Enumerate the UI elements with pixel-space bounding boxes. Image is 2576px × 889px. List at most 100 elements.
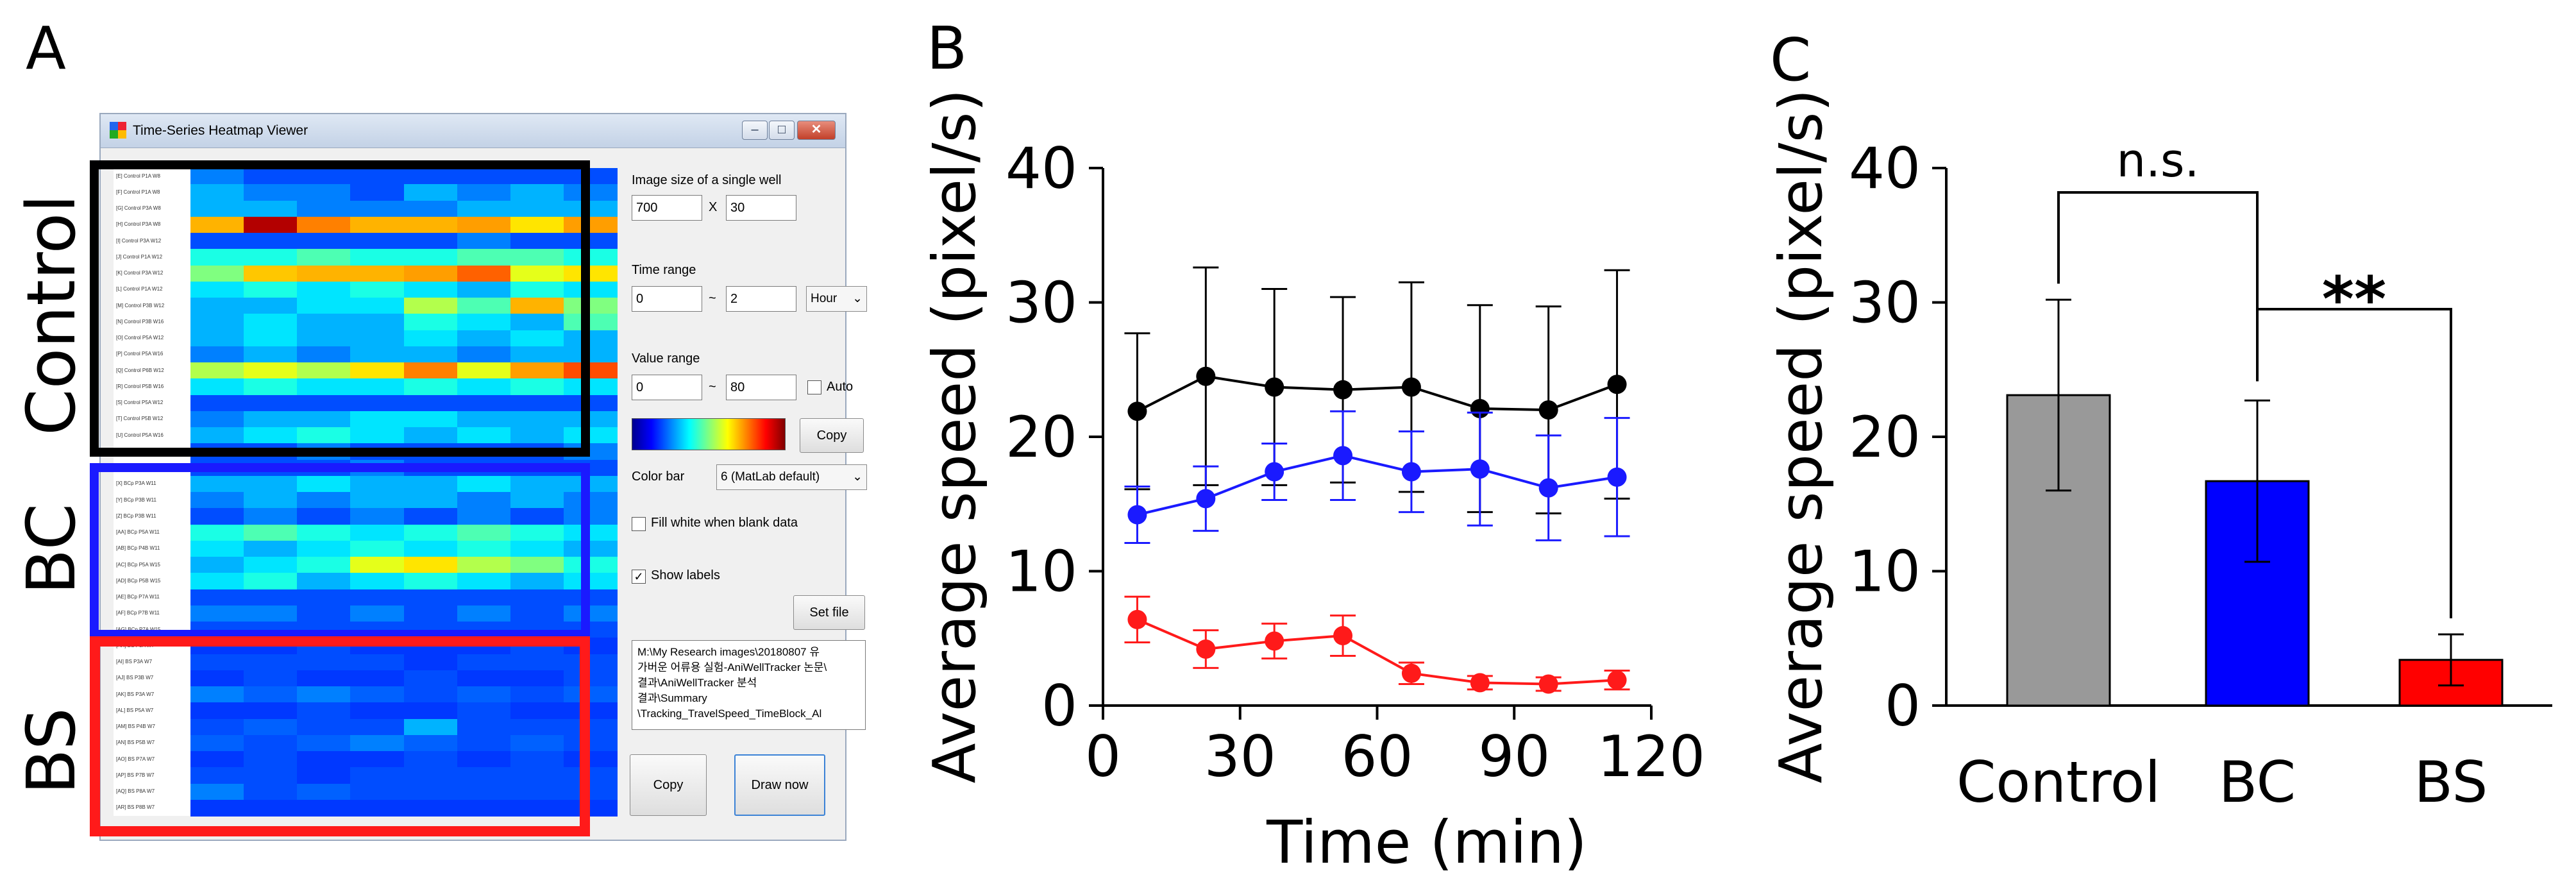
color-bar-label: Color bar [632,470,685,484]
heatmap-cell [510,718,564,736]
heatmap-cell [563,702,618,719]
heatmap-cell [563,233,618,250]
close-button[interactable]: ✕ [797,121,836,140]
time-unit-select[interactable]: Hour ⌄ [806,286,867,312]
x-tick-label: 0 [1085,724,1121,790]
data-point [1265,377,1284,397]
heatmap-cell [403,783,458,800]
image-width-input[interactable]: 700 [632,195,702,221]
heatmap-cell [403,573,458,589]
heatmap-row-label: [G] Control P3A W8 [116,205,161,212]
minimize-button[interactable]: – [742,121,768,140]
data-point [1196,639,1216,659]
value-to-input[interactable]: 80 [726,375,796,400]
copy-colorbar-button[interactable]: Copy [800,418,864,453]
heatmap-cell [563,265,618,282]
y-tick-label: 10 [1006,539,1077,605]
heatmap-row-label: [AI] BS P3A W7 [116,659,153,665]
heatmap-cell [297,298,351,314]
heatmap-cell [190,589,244,606]
heatmap-cell [457,200,511,217]
heatmap-cell [350,378,404,395]
heatmap-cell [403,589,458,606]
heatmap-cell [510,508,564,525]
heatmap-cell [457,540,511,557]
heatmap-cell [190,411,244,428]
heatmap-row-label: [AJ] BS P3B W7 [116,675,154,681]
heatmap-cell [190,265,244,282]
heatmap-cell [403,330,458,347]
data-point [1401,462,1421,482]
value-from-input[interactable]: 0 [632,375,702,400]
x-tick-label: 30 [1204,724,1276,790]
heatmap-cell [244,330,298,347]
heatmap-cell [510,362,564,379]
image-height-input[interactable]: 30 [726,195,796,221]
heatmap-cell [563,557,618,573]
value-range-label: Value range [632,351,700,366]
heatmap-cell [510,346,564,363]
heatmap-cell [510,168,564,185]
time-to-input[interactable]: 2 [726,286,796,312]
heatmap-cell [403,411,458,428]
heatmap-cell [244,184,298,201]
auto-checkbox[interactable] [807,380,821,394]
heatmap-cell [297,557,351,573]
heatmap-cell [563,751,618,768]
heatmap-cell [403,718,458,736]
heatmap-cell [244,589,298,606]
heatmap-cell [297,605,351,622]
color-bar-select[interactable]: 6 (MatLab default) ⌄ [716,464,867,490]
heatmap-cell [297,330,351,347]
heatmap-cell [563,475,618,493]
heatmap-cell [403,200,458,217]
heatmap-cell [563,249,618,266]
draw-now-button[interactable]: Draw now [734,754,825,816]
file-path-box[interactable]: M:\My Research images\20180807 유 가버운 어류용… [632,640,866,730]
series-line [1136,454,1617,516]
heatmap-cell [403,734,458,752]
bar-chart-c: 0 10 20 30 40 Control BC BS n.s. ** [1849,133,2552,815]
heatmap-cell [297,411,351,428]
category-label: Control [1957,749,2160,815]
heatmap-row-label: [AF] BCp P7B W11 [116,610,160,616]
heatmap-cell [457,281,511,298]
maximize-button[interactable]: □ [769,121,795,140]
x-tick-label: 60 [1342,724,1413,790]
heatmap-cell [190,718,244,736]
heatmap-cell [350,524,404,541]
set-file-button[interactable]: Set file [793,595,865,630]
show-labels-checkbox[interactable]: ✓ [632,570,646,584]
fill-white-checkbox[interactable] [632,517,646,531]
heatmap-cell [350,427,404,444]
heatmap-cell [403,799,458,817]
heatmap-cell [190,298,244,314]
heatmap-cell [510,702,564,719]
window-title-bar[interactable]: Time-Series Heatmap Viewer – □ ✕ [101,114,845,148]
heatmap-cell [190,216,244,233]
copy-button[interactable]: Copy [630,754,707,816]
heatmap-cell [457,751,511,768]
heatmap-cell [403,184,458,201]
heatmap-row-label: [AP] BS P7B W7 [116,772,155,778]
data-point [1196,366,1216,386]
significance-label: ** [2322,264,2386,335]
heatmap-cell [350,249,404,266]
heatmap-cell [457,314,511,330]
x-tick-label: 120 [1597,724,1705,790]
heatmap-cell [563,411,618,428]
heatmap-cell [190,734,244,752]
data-point [1401,663,1421,683]
heatmap-cell [457,427,511,444]
heatmap-row-label: [AM] BS P4B W7 [116,724,155,730]
data-point [1265,631,1284,651]
time-from-input[interactable]: 0 [632,286,702,312]
heatmap-row-label: [AG] BCp P7A W15 [116,626,161,632]
heatmap-cell [457,767,511,784]
heatmap-cell [297,670,351,687]
heatmap-cell [403,557,458,573]
heatmap-cell [244,718,298,736]
heatmap-cell [297,362,351,379]
heatmap-cell [457,475,511,493]
heatmap-cell [244,314,298,330]
